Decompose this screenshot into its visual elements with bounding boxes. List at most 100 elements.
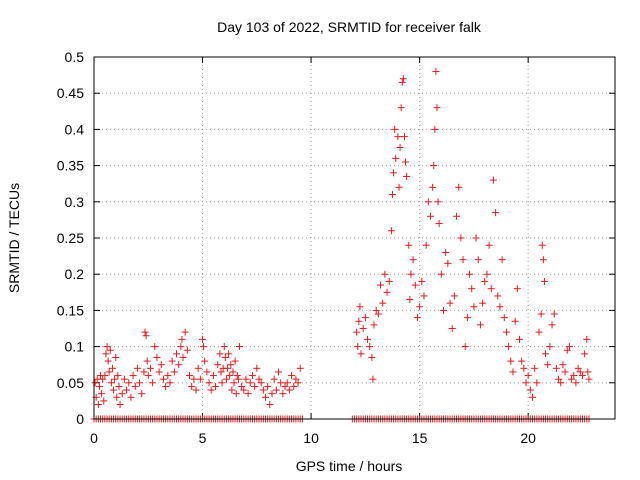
data-point: [391, 125, 399, 133]
data-point: [199, 335, 207, 343]
data-point: [216, 350, 224, 358]
y-tick-label: 0.3: [65, 194, 85, 210]
data-point: [98, 390, 106, 398]
data-point: [285, 386, 293, 394]
y-tick-label: 0.1: [65, 339, 85, 355]
data-point: [108, 364, 116, 372]
data-point: [261, 393, 269, 401]
data-point: [392, 154, 400, 162]
data-point: [205, 379, 213, 387]
data-point: [281, 382, 289, 390]
data-point: [115, 382, 123, 390]
data-point: [107, 379, 115, 387]
data-point: [201, 357, 209, 365]
data-point: [461, 343, 469, 351]
data-point: [112, 353, 120, 361]
data-point: [270, 375, 278, 383]
data-point: [492, 209, 500, 217]
data-point: [406, 296, 414, 304]
data-point: [420, 292, 428, 300]
data-point: [353, 328, 361, 336]
data-point: [381, 270, 389, 278]
data-point: [178, 335, 186, 343]
data-point: [140, 368, 148, 376]
data-point: [142, 332, 150, 340]
data-point: [540, 277, 548, 285]
data-point: [230, 379, 238, 387]
data-point: [186, 372, 194, 380]
x-tick-label: 10: [303, 430, 319, 446]
data-point: [266, 401, 274, 409]
data-point: [450, 292, 458, 300]
data-point: [453, 212, 461, 220]
y-tick-label: 0.25: [57, 230, 84, 246]
data-point: [209, 372, 217, 380]
data-point: [379, 299, 387, 307]
data-point: [246, 379, 254, 387]
data-point: [481, 277, 489, 285]
data-point: [212, 382, 220, 390]
data-point: [374, 310, 382, 318]
data-point: [251, 382, 259, 390]
y-axis-label: SRMTID / TECUs: [6, 183, 22, 293]
data-point: [129, 372, 137, 380]
data-point: [403, 172, 411, 180]
data-point: [220, 343, 228, 351]
data-point: [356, 303, 364, 311]
data-point: [106, 346, 114, 354]
y-tick-label: 0.15: [57, 302, 84, 318]
data-point: [455, 183, 463, 191]
data-points: [90, 67, 593, 423]
data-point: [149, 379, 157, 387]
data-point: [542, 350, 550, 358]
y-tick-label: 0.2: [65, 266, 85, 282]
data-point: [446, 299, 454, 307]
data-point: [405, 241, 413, 249]
data-point: [151, 343, 159, 351]
data-point: [217, 368, 225, 376]
data-point: [476, 321, 484, 329]
x-tick-label: 0: [90, 430, 98, 446]
y-tick-label: 0.05: [57, 375, 84, 391]
data-point: [110, 386, 118, 394]
data-point: [526, 386, 534, 394]
data-point: [143, 357, 151, 365]
data-point: [429, 183, 437, 191]
data-point: [183, 346, 191, 354]
data-point: [388, 191, 396, 199]
data-point: [146, 364, 154, 372]
data-point: [175, 361, 183, 369]
x-tick-label: 5: [199, 430, 207, 446]
axis-ticks: 0 0.05 0.1 0.15 0.2 0.25 0.3 0.35 0.4 0.45 0.5 0 5 10…: [57, 49, 615, 446]
data-point: [565, 343, 573, 351]
data-point: [224, 364, 232, 372]
data-point: [518, 357, 526, 365]
data-point: [359, 325, 367, 332]
data-point: [416, 303, 424, 311]
data-point: [524, 372, 532, 380]
data-point: [234, 375, 242, 383]
data-point: [292, 375, 300, 383]
data-point: [125, 379, 133, 387]
data-point: [164, 372, 172, 380]
data-point: [520, 364, 528, 372]
data-point: [188, 382, 196, 390]
data-point: [133, 364, 141, 372]
data-point: [357, 350, 365, 358]
data-point: [192, 386, 200, 394]
data-point: [424, 198, 432, 206]
data-point: [563, 346, 571, 354]
data-point: [437, 270, 445, 278]
data-point: [574, 364, 582, 372]
data-point: [222, 375, 230, 383]
data-point: [435, 220, 443, 228]
data-point: [264, 382, 272, 390]
data-point: [585, 375, 593, 383]
data-point: [559, 361, 567, 369]
data-point: [255, 375, 263, 383]
data-point: [522, 379, 530, 387]
data-point: [583, 335, 591, 343]
data-point: [368, 353, 376, 361]
data-point: [290, 382, 298, 390]
data-point: [194, 364, 202, 372]
